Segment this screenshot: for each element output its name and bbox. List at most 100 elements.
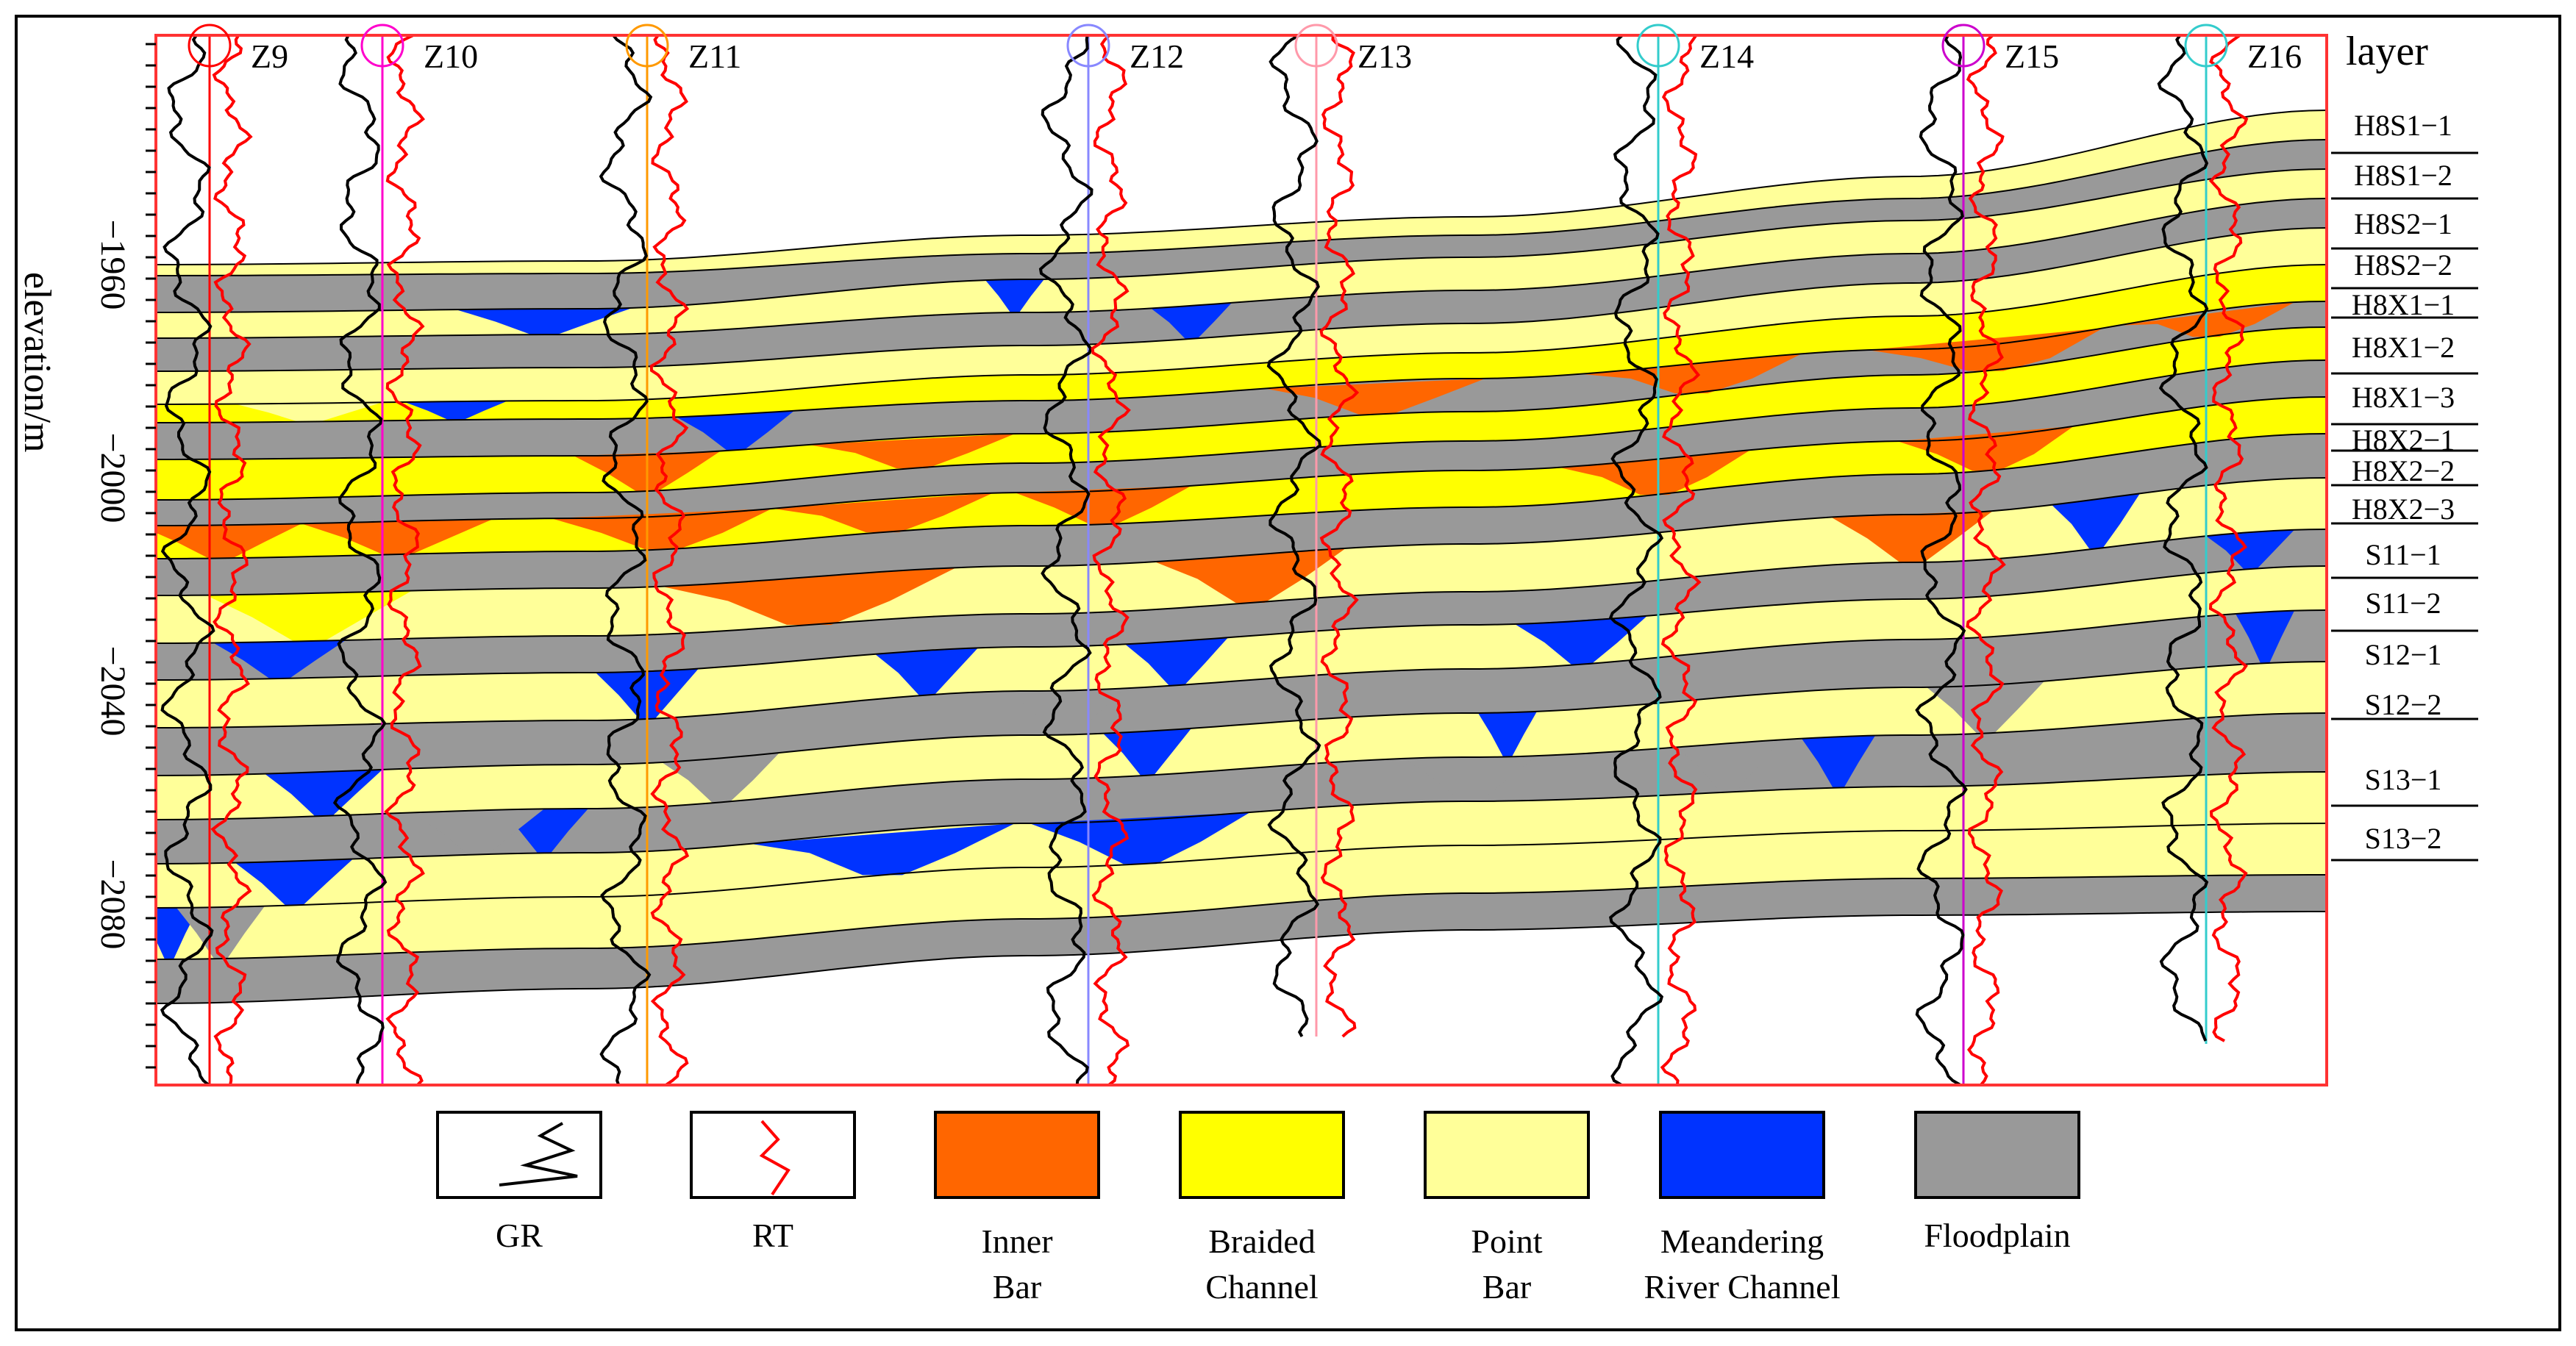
rt-log-curve: [1966, 35, 2006, 1085]
legend-caption-line: Meandering: [1660, 1223, 1824, 1260]
gr-log-curve: [1038, 35, 1093, 1085]
facies-body: [662, 753, 779, 803]
layer-boundary: [156, 301, 2327, 423]
layer-boundary: [156, 227, 2327, 372]
facies-body: [1265, 378, 1485, 415]
legend-caption-line: Bar: [1482, 1268, 1532, 1306]
facies-body: [213, 640, 346, 679]
layer-boundary: [156, 168, 2327, 313]
gr-log-curve: [1608, 35, 1664, 1085]
layer-label: H8X2−3: [2352, 493, 2455, 526]
layer-boundary: [156, 198, 2327, 339]
facies-body: [2052, 493, 2140, 549]
well-head-icon: [188, 24, 232, 68]
layer-boundary: [156, 529, 2327, 644]
rt-sample-curve: [759, 1120, 791, 1196]
legend-caption-rt: RT: [618, 1213, 928, 1259]
facies-body: [412, 809, 544, 855]
facies-body: [265, 770, 382, 816]
figure-frame: [15, 15, 2561, 1331]
legend-swatch: [1914, 1111, 2080, 1199]
rt-log-curve: [210, 35, 253, 1085]
facies-body: [1478, 711, 1537, 757]
legend-swatch: [1424, 1111, 1590, 1199]
layer-label: S13−2: [2365, 822, 2442, 855]
facies-body: [1515, 615, 1647, 665]
layer-boundary: [156, 326, 2327, 460]
facies-band: [156, 823, 2327, 959]
gr-log-curve: [2157, 35, 2209, 1042]
legend-swatch: [1179, 1111, 1345, 1199]
well-head-icon: [625, 24, 669, 68]
facies-body: [1405, 756, 1537, 801]
facies-body: [338, 457, 456, 496]
y-tick-label: −2080: [93, 859, 132, 949]
facies-body: [1030, 812, 1250, 864]
rt-log-curve: [1091, 35, 1131, 1085]
facies-body: [1927, 681, 2044, 734]
layer-boundary: [156, 264, 2327, 405]
facies-body: [1581, 354, 1802, 393]
gr-log-curve: [332, 35, 388, 1085]
layer-boundary: [156, 911, 2327, 1004]
facies-body: [1802, 735, 1875, 788]
facies-band: [156, 434, 2327, 595]
well-head-icon: [1294, 24, 1338, 68]
layer-label: H8X2−2: [2352, 454, 2455, 487]
layer-boundary: [156, 433, 2327, 559]
legend-swatch: [436, 1111, 602, 1199]
legend-caption-line: Bar: [992, 1268, 1042, 1306]
legend-caption-line: Channel: [1205, 1268, 1319, 1306]
gr-log-curve: [1915, 35, 1968, 1085]
layer-boundary: [156, 712, 2327, 820]
layer-label: H8S1−2: [2354, 159, 2452, 192]
well-label: Z9: [251, 37, 288, 75]
facies-body: [235, 402, 382, 422]
facies-band: [156, 265, 2327, 423]
layer-boundary: [156, 661, 2327, 776]
legend-caption-inner_bar: Inner Bar: [862, 1219, 1172, 1310]
facies-band: [156, 566, 2327, 728]
well-label: Z14: [1699, 37, 1754, 75]
well-label: Z15: [2005, 37, 2059, 75]
layer-boundary: [156, 823, 2327, 909]
facies-band: [156, 198, 2327, 371]
legend-caption-line: Braided: [1208, 1223, 1316, 1260]
facies-body: [1559, 450, 1750, 495]
facies-body: [235, 859, 353, 906]
legend-swatch: [934, 1111, 1100, 1199]
facies-body: [206, 590, 412, 642]
rt-log-curve: [1660, 35, 1702, 1085]
y-axis-label: elevation/m: [16, 272, 58, 453]
legend-caption-meandering: Meandering River Channel: [1587, 1219, 1897, 1310]
layer-boundary: [156, 874, 2327, 960]
facies-band: [156, 529, 2327, 680]
layer-boundary: [156, 609, 2327, 729]
layer-boundary: [156, 110, 2327, 265]
facies-body: [875, 648, 978, 695]
layer-label: H8X1−3: [2352, 381, 2455, 414]
layer-boundary: [156, 477, 2327, 596]
layer-label: S13−1: [2365, 763, 2442, 796]
rt-log-curve: [1319, 35, 1360, 1038]
rt-log-curve: [384, 35, 426, 1085]
layer-label: S11−1: [2365, 538, 2441, 571]
legend-caption-line: Floodplain: [1924, 1217, 2071, 1254]
facies-body: [1151, 302, 1232, 339]
well-label: Z10: [424, 37, 478, 75]
gr-log-curve: [599, 35, 653, 1085]
facies-body: [1125, 637, 1228, 686]
layer-label: S11−2: [2365, 587, 2441, 620]
rt-log-curve: [2208, 35, 2249, 1042]
y-tick-label: −2040: [93, 645, 132, 736]
facies-body: [2236, 610, 2294, 664]
gr-sample-curve: [499, 1122, 578, 1186]
well-head-icon: [360, 24, 404, 68]
layer-label: H8X1−2: [2352, 331, 2455, 364]
well-label: Z12: [1130, 37, 1184, 75]
layer-label: S12−2: [2365, 688, 2442, 721]
legend-caption-gr: GR: [364, 1213, 674, 1259]
legend-caption-floodplain: Floodplain: [1842, 1213, 2152, 1259]
layer-label: H8X1−1: [2352, 288, 2455, 321]
facies-body: [677, 410, 794, 451]
